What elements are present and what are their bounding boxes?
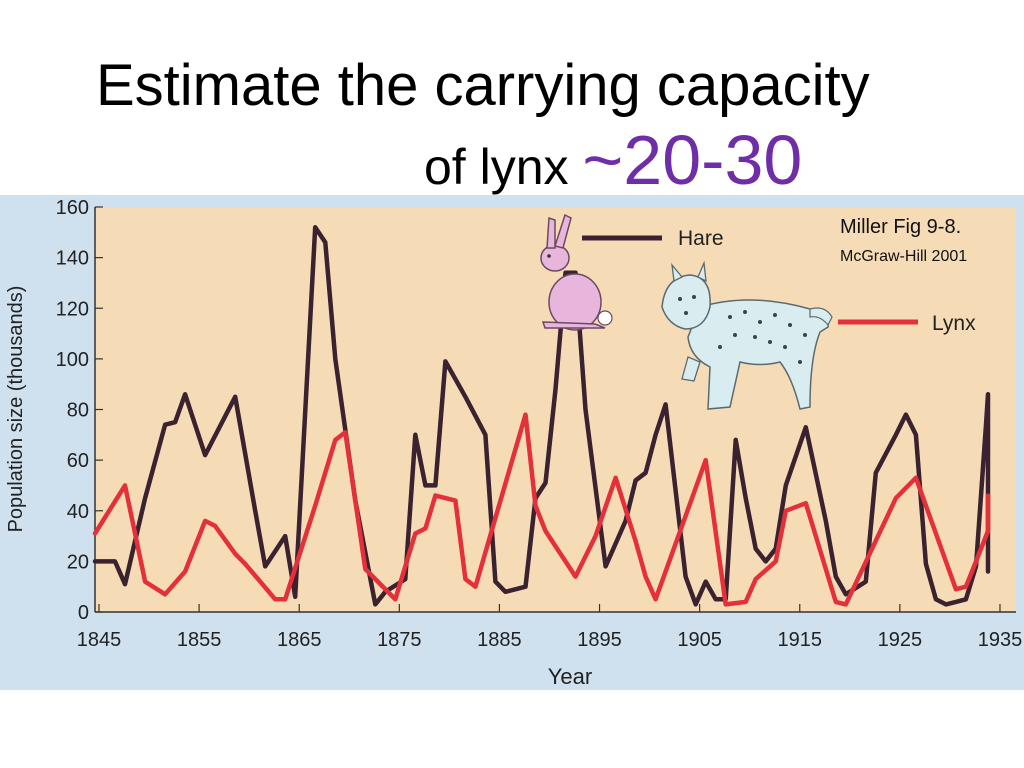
y-tick-label: 60	[67, 450, 89, 472]
y-tick-label: 120	[56, 298, 89, 320]
x-tick-label: 1845	[77, 629, 122, 651]
y-tick-label: 20	[67, 551, 89, 573]
legend: Hare Lynx	[582, 227, 976, 335]
y-tick-label: 160	[56, 197, 89, 219]
x-axis-label: Year	[548, 664, 592, 689]
y-tick-label: 100	[56, 349, 89, 371]
citation-line-2: McGraw-Hill 2001	[840, 248, 967, 265]
y-tick-label: 40	[67, 501, 89, 523]
y-tick-label: 140	[56, 248, 89, 270]
x-tick-label: 1875	[377, 629, 422, 651]
x-tick-label: 1925	[878, 629, 923, 651]
citation-line-1: Miller Fig 9-8.	[840, 216, 961, 238]
carrying-capacity-answer: ~20-30	[582, 121, 803, 199]
x-tick-label: 1865	[277, 629, 322, 651]
title-prefix: of lynx	[424, 139, 583, 195]
hare-illustration-icon	[540, 213, 613, 331]
legend-hare-label: Hare	[678, 227, 724, 250]
x-tick-label: 1905	[677, 629, 722, 651]
axes: 0 20 40 60 80 100 120 140 160 1845 1855 1865 1875 188…	[56, 197, 1023, 651]
series-line-lynx	[92, 412, 991, 607]
y-tick-label: 0	[78, 602, 89, 624]
legend-lynx-label: Lynx	[932, 312, 976, 335]
lynx-illustration-icon	[661, 260, 833, 410]
x-tick-label: 1915	[778, 629, 823, 651]
population-chart: 0 20 40 60 80 100 120 140 160 1845 1855 1865 1875 188…	[0, 195, 1024, 690]
population-figure: 0 20 40 60 80 100 120 140 160 1845 1855 1865 1875 188…	[0, 195, 1024, 690]
x-tick-label: 1885	[477, 629, 522, 651]
title-line-2: of lynx ~20-30	[424, 125, 802, 212]
x-tick-label: 1855	[177, 629, 222, 651]
x-tick-label: 1895	[577, 629, 622, 651]
y-axis-label: Population size (thousands)	[5, 286, 27, 533]
title-line-1: Estimate the carrying capacity	[96, 53, 870, 118]
y-tick-label: 80	[67, 400, 89, 422]
series-lines	[92, 225, 991, 607]
x-tick-label: 1935	[978, 629, 1023, 651]
